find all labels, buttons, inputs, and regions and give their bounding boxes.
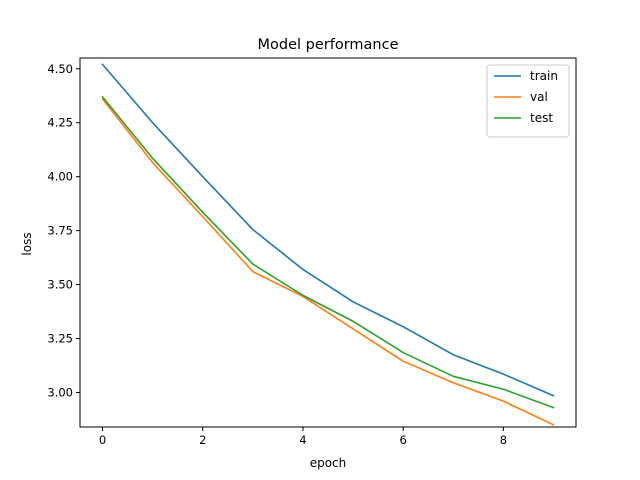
legend: train val test [486,64,570,138]
plot-area-frame [79,57,577,428]
x-tick-label: 8 [500,433,507,447]
y-tick-label: 4.25 [47,116,73,130]
y-tick-label: 3.75 [47,224,73,238]
x-axis-label: epoch [310,456,347,470]
chart-title: Model performance [257,37,398,53]
legend-label-val: val [530,90,548,104]
x-tick-label: 6 [399,433,406,447]
x-tick-label: 2 [199,433,206,447]
series-line-test [101,95,555,409]
y-axis-label: loss [20,232,34,255]
y-tick-label: 3.25 [47,332,73,346]
y-tick-label: 3.50 [47,278,73,292]
legend-label-train: train [530,69,558,83]
y-tick-label: 3.00 [47,385,73,399]
y-tick-label: 4.00 [47,170,73,184]
series-line-train [101,63,555,397]
legend-label-test: test [530,111,553,125]
series-lines [101,63,555,426]
axis-ticks: 0 2 4 6 8 3.00 3.25 3.50 3.75 4.00 4.25 4.50 [47,62,507,447]
series-line-val [101,97,555,426]
x-tick-label: 0 [99,433,106,447]
y-tick-label: 4.50 [47,62,73,76]
x-tick-label: 4 [299,433,306,447]
legend-box [486,64,570,138]
